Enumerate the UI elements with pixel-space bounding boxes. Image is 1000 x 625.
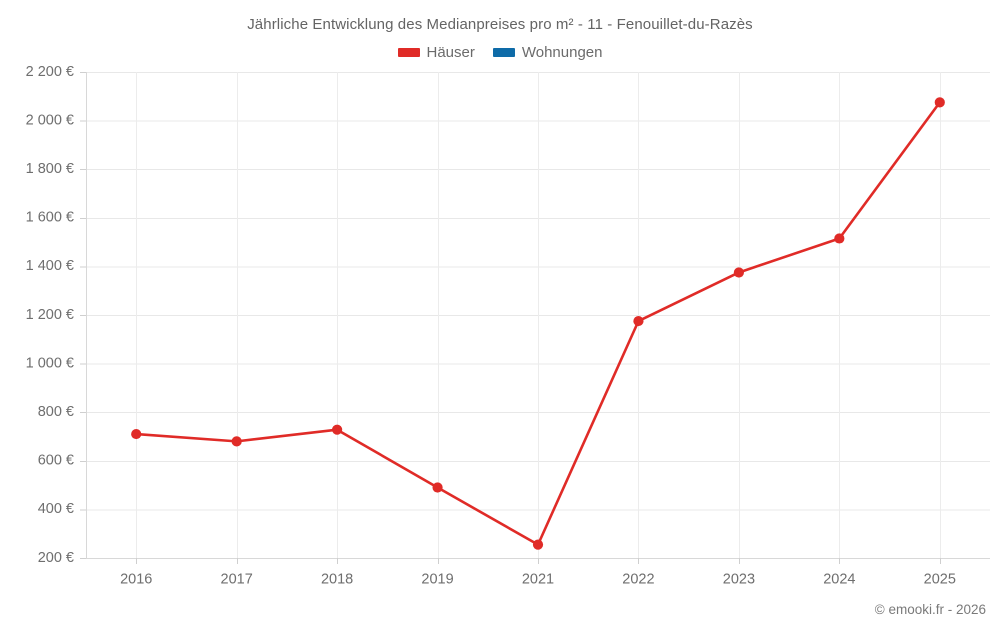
data-point-marker[interactable] xyxy=(332,424,343,435)
x-tick-label: 2016 xyxy=(120,572,152,588)
copyright-footer: © emooki.fr - 2026 xyxy=(874,602,986,617)
y-tick-label: 2 000 € xyxy=(26,112,74,128)
legend-item-wohnungen[interactable]: Wohnungen xyxy=(492,44,603,61)
data-point-marker[interactable] xyxy=(733,267,744,278)
chart-title: Jährliche Entwicklung des Medianpreises … xyxy=(247,16,753,33)
data-point-marker[interactable] xyxy=(432,482,443,493)
y-tick-label: 400 € xyxy=(38,501,74,517)
x-axis-tick-labels: 2016 2017 2018 2019 2021 2022 2023 2024 2025 xyxy=(120,558,956,588)
x-tick-label: 2023 xyxy=(723,572,755,588)
x-tick-label: 2025 xyxy=(924,572,956,588)
y-tick-label: 1 600 € xyxy=(26,210,74,226)
y-tick-label: 800 € xyxy=(38,404,74,420)
data-point-marker[interactable] xyxy=(934,97,945,108)
legend-swatch-hauser xyxy=(397,48,420,57)
data-point-marker[interactable] xyxy=(231,436,242,447)
data-series-layer xyxy=(131,97,945,550)
data-point-marker[interactable] xyxy=(131,428,142,440)
x-tick-label: 2021 xyxy=(522,572,554,588)
y-tick-label: 1 400 € xyxy=(26,258,74,274)
vertical-gridlines xyxy=(136,72,941,558)
data-point-marker[interactable] xyxy=(532,539,544,550)
y-tick-label: 2 200 € xyxy=(26,64,74,80)
data-point-marker[interactable] xyxy=(834,233,845,244)
y-tick-label: 1 800 € xyxy=(26,161,74,177)
legend-item-hauser[interactable]: Häuser xyxy=(397,44,475,61)
y-tick-label: 600 € xyxy=(38,453,74,469)
legend-swatch-wohnungen xyxy=(492,48,515,57)
series-hauser xyxy=(131,97,945,550)
data-point-marker[interactable] xyxy=(633,315,644,327)
x-tick-label: 2024 xyxy=(823,572,855,588)
x-tick-label: 2017 xyxy=(221,572,253,588)
x-tick-label: 2018 xyxy=(321,572,353,588)
legend-label-hauser: Häuser xyxy=(426,44,475,61)
y-tick-label: 200 € xyxy=(38,550,74,566)
legend-label-wohnungen: Wohnungen xyxy=(521,44,603,61)
x-tick-label: 2019 xyxy=(421,572,453,588)
y-axis-tick-labels: 200 € 400 € 600 € 800 € 1 000 € 1 200 € 1 400 … xyxy=(26,64,86,566)
x-tick-label: 2022 xyxy=(622,572,654,588)
chart-legend: Häuser Wohnungen xyxy=(0,44,1000,61)
y-tick-label: 1 200 € xyxy=(26,307,74,323)
y-tick-label: 1 000 € xyxy=(26,355,74,371)
